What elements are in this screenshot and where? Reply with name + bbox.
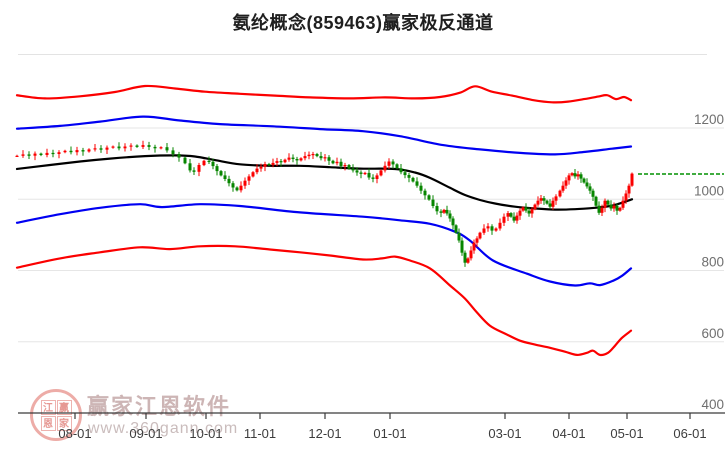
stamp-char: 恩	[40, 415, 56, 431]
title-divider	[18, 54, 707, 55]
y-axis-label: 800	[701, 255, 724, 270]
stamp-char: 家	[56, 415, 72, 431]
watermark-brand-text: 赢家江恩软件	[87, 394, 232, 419]
lower-red-band	[15, 244, 633, 357]
x-axis-label: 10-01	[189, 426, 222, 441]
x-axis-label: 05-01	[610, 426, 643, 441]
stamp-char: 赢	[56, 399, 72, 415]
watermark-url-text: www.360gann.com	[88, 420, 239, 437]
y-axis-label: 1000	[694, 183, 724, 198]
upper-blue-band	[15, 115, 633, 156]
brand-stamp-logo: 江 赢 恩 家	[30, 389, 82, 441]
middle-black-band	[15, 154, 634, 211]
x-axis-label: 01-01	[373, 426, 406, 441]
x-axis-label: 11-01	[244, 426, 276, 441]
y-axis-label: 600	[701, 326, 724, 341]
x-axis: 08-01 09-01 10-01 11-01 12-01 01-01 03-01 04-01…	[18, 412, 725, 441]
x-axis-label: 09-01	[129, 426, 162, 441]
x-axis-label: 08-01	[58, 426, 91, 441]
kline-candles	[15, 140, 634, 267]
x-axis-label: 03-01	[488, 426, 521, 441]
brand-stamp-characters: 江 赢 恩 家	[40, 399, 72, 431]
grid-lines	[18, 127, 724, 343]
x-axis-label: 06-01	[673, 426, 706, 441]
y-axis-labels: 1200 1000 800 600 400	[694, 112, 724, 412]
x-axis-label: 04-01	[552, 426, 585, 441]
page-title: 氨纶概念(859463)赢家极反通道	[232, 13, 494, 33]
stamp-char: 江	[40, 399, 56, 415]
upper-red-band	[15, 84, 633, 104]
lower-blue-band	[15, 203, 633, 287]
y-axis-label: 1200	[694, 112, 724, 127]
y-axis-label: 400	[701, 397, 724, 412]
x-axis-label: 12-01	[308, 426, 341, 441]
